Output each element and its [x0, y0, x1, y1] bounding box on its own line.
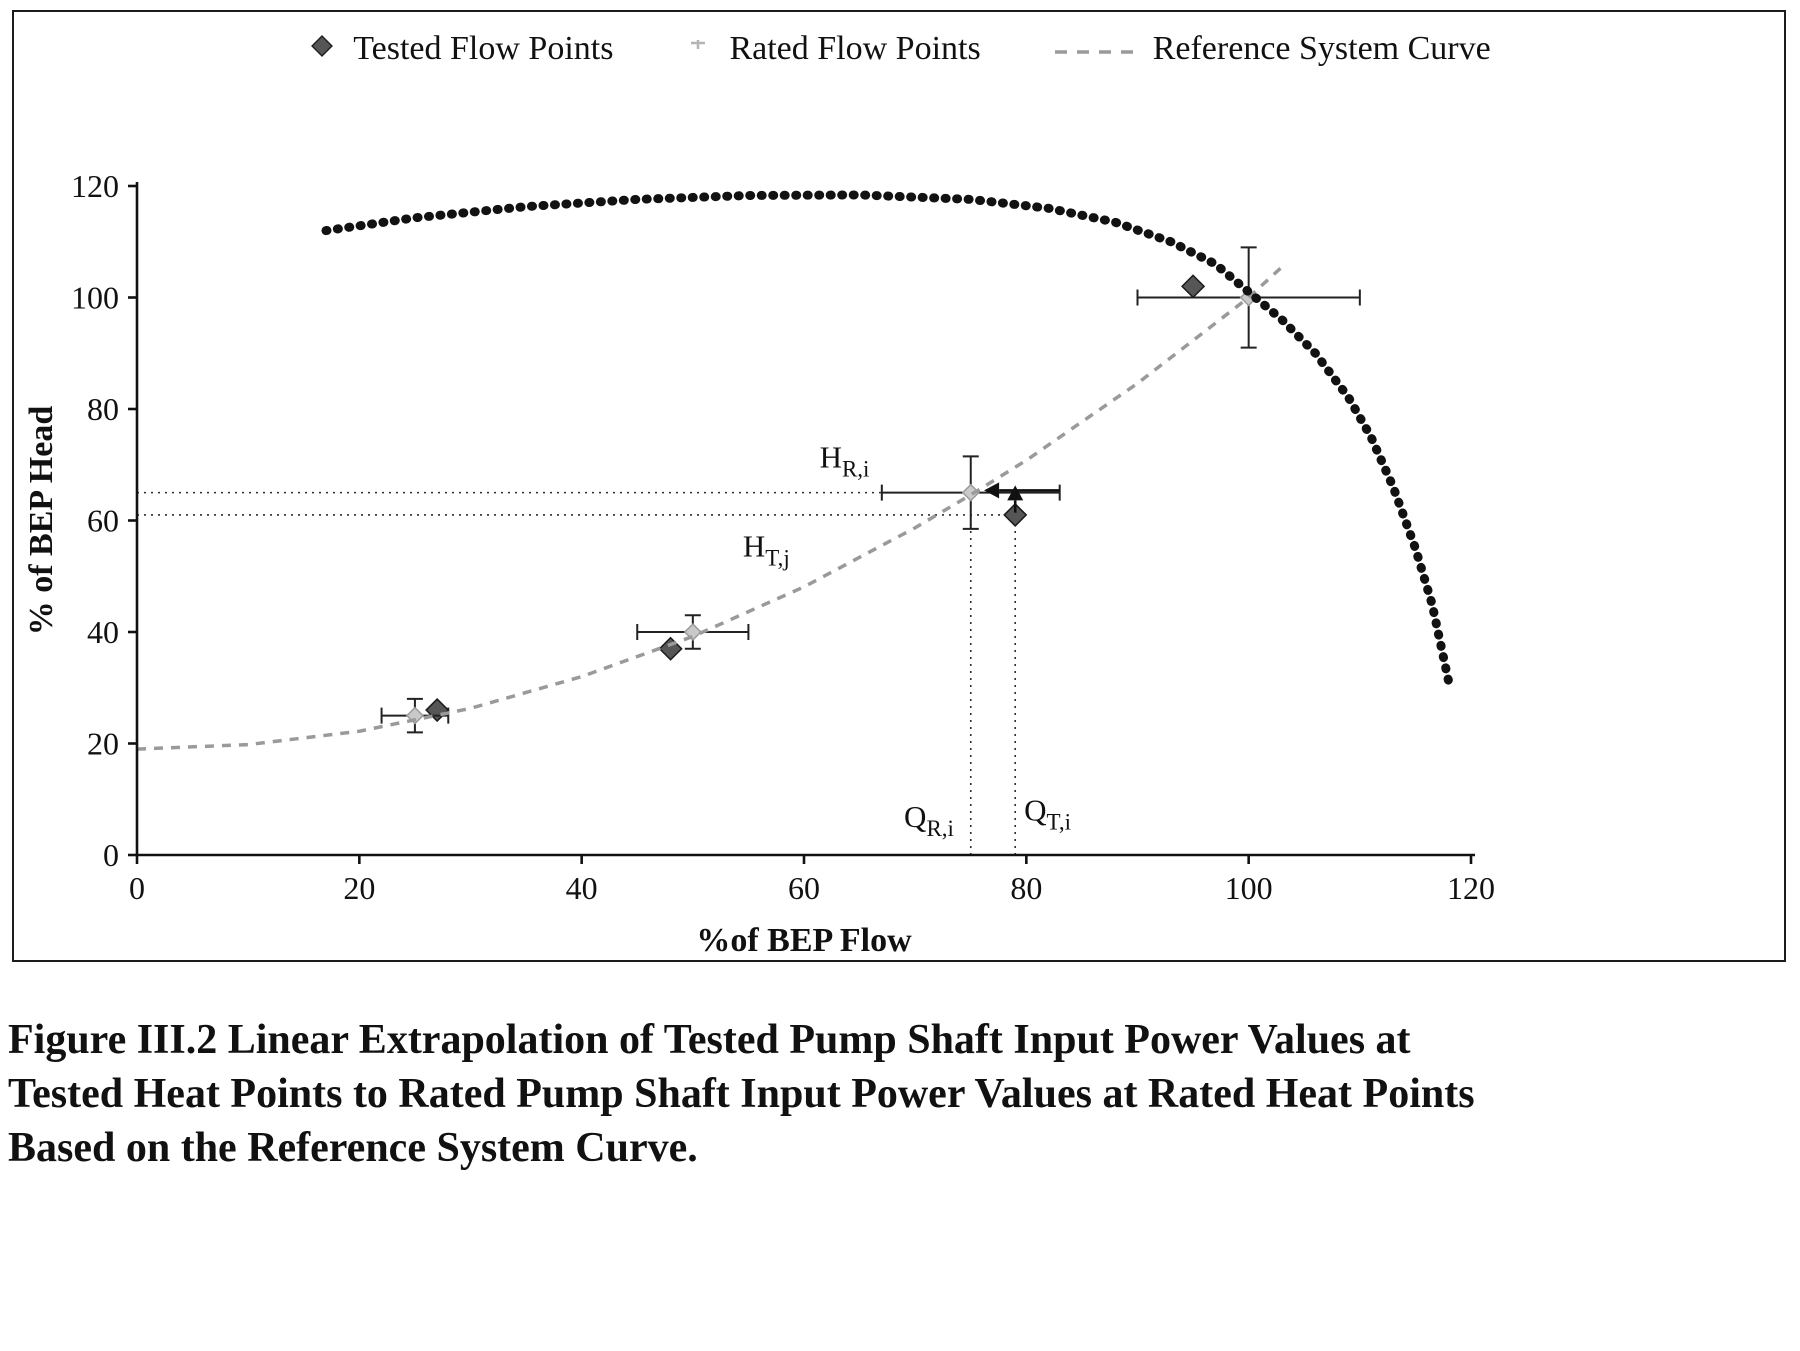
- svg-text:40: 40: [87, 614, 119, 650]
- svg-text:120: 120: [71, 168, 119, 204]
- svg-text:0: 0: [129, 870, 145, 906]
- caption-line-3: Based on the Reference System Curve.: [8, 1124, 698, 1171]
- tested-flow-diamond-icon: [309, 30, 335, 68]
- svg-text:80: 80: [1010, 870, 1042, 906]
- chart-legend: Tested Flow Points Rated Flow Points Ref…: [0, 30, 1800, 68]
- figure-frame: [12, 10, 1786, 962]
- svg-text:QR,i: QR,i: [904, 799, 954, 841]
- legend-item-reference-system-curve: Reference System Curve: [1053, 30, 1491, 68]
- svg-text:120: 120: [1447, 870, 1495, 906]
- svg-text:%of BEP Flow: %of BEP Flow: [696, 922, 912, 959]
- legend-label-reference-system-curve: Reference System Curve: [1152, 30, 1491, 67]
- svg-text:60: 60: [788, 870, 820, 906]
- legend-label-tested-flow-points: Tested Flow Points: [353, 30, 614, 67]
- legend-item-rated-flow-points: Rated Flow Points: [685, 30, 981, 68]
- svg-text:80: 80: [87, 391, 119, 427]
- legend-label-rated-flow-points: Rated Flow Points: [729, 30, 981, 67]
- svg-text:HR,i: HR,i: [820, 440, 870, 482]
- svg-text:QT,i: QT,i: [1024, 792, 1071, 834]
- reference-curve-dash-icon: [1053, 30, 1135, 68]
- svg-text:100: 100: [71, 280, 119, 316]
- caption-line-1: Figure III.2 Linear Extrapolation of Tes…: [8, 1017, 1411, 1063]
- rated-flow-cross-icon: [685, 30, 711, 68]
- caption-line-2: Tested Heat Points to Rated Pump Shaft I…: [8, 1070, 1475, 1117]
- svg-text:20: 20: [343, 870, 375, 906]
- svg-text:100: 100: [1225, 870, 1273, 906]
- svg-text:HT,j: HT,j: [743, 529, 790, 571]
- svg-text:20: 20: [87, 726, 119, 762]
- svg-text:% of BEP Head: % of BEP Head: [23, 406, 60, 636]
- svg-text:60: 60: [87, 503, 119, 539]
- chart-svg: 0 20 40 60 80 100 120 0 20 40 60 80 100 120 %of BEP Fl…: [23, 168, 1495, 959]
- figure-caption: Figure III.2 Linear Extrapolation of Tes…: [8, 1014, 1628, 1175]
- svg-text:0: 0: [103, 837, 119, 873]
- legend-item-tested-flow-points: Tested Flow Points: [309, 30, 613, 68]
- svg-text:40: 40: [566, 870, 598, 906]
